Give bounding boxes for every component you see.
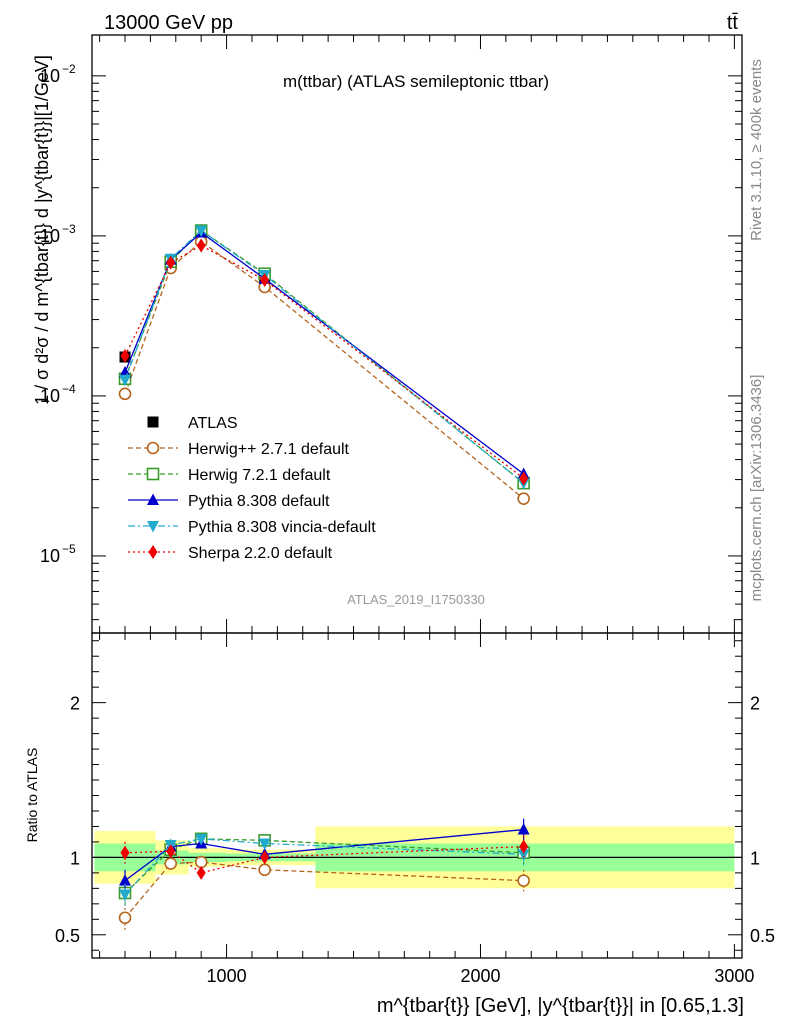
- x-axis-label: m^{tbar{t}} [GeV], |y^{tbar{t}}| in [0.6…: [377, 995, 744, 1017]
- ratio-point: [166, 844, 176, 859]
- ratio-point: [258, 863, 271, 877]
- ratio-panel-series: [118, 818, 530, 932]
- ratio-point: [519, 839, 529, 854]
- ratio-bands: [92, 826, 742, 889]
- ratio-point: [164, 857, 178, 870]
- ratio-tick-label-right: 0.5: [750, 926, 775, 946]
- series-line: [124, 240, 525, 500]
- data-point: [517, 492, 530, 505]
- legend-label: ATLAS: [188, 415, 238, 432]
- ratio-point: [517, 823, 530, 835]
- legend-label: Herwig 7.2.1 default: [188, 467, 331, 484]
- ratio-line: [124, 838, 524, 894]
- y-tick-exponent: −3: [62, 222, 76, 236]
- y-tick-exponent: −2: [62, 62, 76, 76]
- y-tick-label: 10: [40, 386, 60, 406]
- rivet-version-label: Rivet 3.1.10, ≥ 400k events: [748, 59, 765, 241]
- ratio-point: [517, 849, 530, 861]
- x-tick-label: 2000: [460, 966, 500, 986]
- header-process-label: tt̄: [727, 12, 739, 34]
- ratio-tick-label-left: 0.5: [55, 926, 80, 946]
- ratio-y-axis-label: Ratio to ATLAS: [24, 748, 40, 843]
- y-tick-label: 10: [40, 66, 60, 86]
- ratio-panel-frame: [91, 632, 743, 959]
- legend-label: Pythia 8.308 default: [188, 493, 330, 510]
- data-point: [118, 387, 132, 401]
- ratio-point: [517, 874, 530, 887]
- ratio-point: [118, 911, 132, 925]
- ratio-tick-label-left: 1: [70, 848, 80, 868]
- ratio-point: [260, 850, 270, 865]
- legend-label: Sherpa 2.2.0 default: [188, 545, 333, 562]
- ratio-tick-label-right: 1: [750, 848, 760, 868]
- data-point: [120, 348, 130, 363]
- chart-title: m(ttbar) (ATLAS semileptonic ttbar): [283, 72, 549, 91]
- ratio-point: [120, 845, 130, 860]
- legend-entry: Herwig 7.2.1 default: [128, 467, 331, 484]
- legend-marker: [147, 416, 159, 428]
- header-energy-label: 13000 GeV pp: [104, 12, 233, 34]
- ratio-tick-label-left: 2: [70, 694, 80, 714]
- main-panel-frame: [91, 34, 743, 634]
- series-sherpa-2-2-0-default: [120, 238, 529, 486]
- ratio-line: [124, 845, 524, 874]
- y-tick-exponent: −4: [62, 382, 76, 396]
- data-point: [166, 255, 176, 270]
- x-tick-label: 3000: [714, 966, 754, 986]
- ratio-point: [195, 833, 208, 846]
- data-point: [119, 374, 132, 387]
- series-line: [124, 231, 525, 475]
- legend-label: Herwig++ 2.7.1 default: [188, 441, 350, 458]
- series-herwig-2-7-1-default: [118, 235, 530, 505]
- legend-marker: [148, 545, 158, 559]
- ratio-point: [119, 874, 132, 886]
- legend-marker: [146, 441, 160, 455]
- y-tick-exponent: −5: [62, 542, 76, 556]
- legend: ATLAS Herwig++ 2.7.1 default Herwig 7.2.1 …: [128, 415, 376, 562]
- legend-marker: [147, 521, 159, 533]
- analysis-tag: ATLAS_2019_I1750330: [347, 592, 485, 607]
- legend-entry: ATLAS: [147, 415, 238, 432]
- legend-entry: Pythia 8.308 vincia-default: [128, 519, 376, 536]
- data-point: [519, 471, 529, 486]
- legend-label: Pythia 8.308 vincia-default: [188, 519, 376, 536]
- data-point: [260, 273, 270, 288]
- data-point: [119, 366, 132, 378]
- ratio-tick-label-right: 2: [750, 694, 760, 714]
- y-tick-label: 10: [40, 226, 60, 246]
- y-tick-label: 10: [40, 546, 60, 566]
- ratio-point: [258, 838, 271, 850]
- legend-entry: Herwig++ 2.7.1 default: [128, 441, 350, 458]
- ratio-point: [119, 889, 132, 902]
- legend-marker: [146, 467, 160, 481]
- legend-entry: Sherpa 2.2.0 default: [128, 545, 333, 562]
- y-axis-label: 1 / σ d²σ / d m^{tbar{t}} d |y^{tbar{t}}…: [32, 55, 52, 405]
- ratio-series-sherpa-2-2-0-default: [120, 835, 529, 880]
- legend-marker: [147, 493, 159, 505]
- legend-entry: Pythia 8.308 default: [128, 493, 330, 510]
- data-point: [196, 238, 206, 253]
- x-tick-label: 1000: [207, 966, 247, 986]
- ratio-point: [196, 865, 206, 880]
- data-point: [195, 225, 208, 238]
- mcplots-label: mcplots.cern.ch [arXiv:1306.3436]: [748, 375, 765, 602]
- ratio-line: [124, 861, 524, 919]
- main-panel-series: [118, 224, 530, 505]
